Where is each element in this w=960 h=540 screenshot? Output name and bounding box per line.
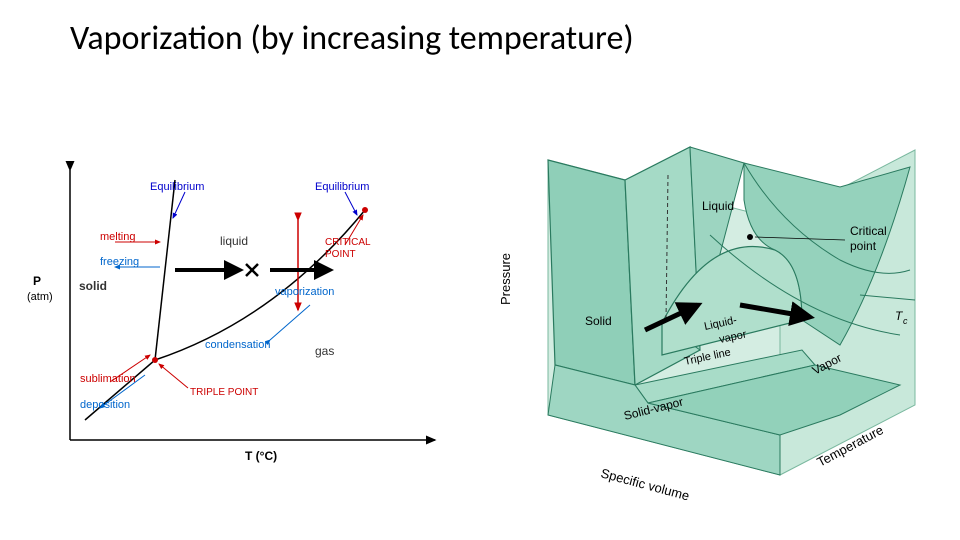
label-liquid: liquid: [220, 234, 248, 248]
label-sublimation: sublimation: [80, 373, 136, 385]
y-axis-unit: (atm): [27, 291, 53, 303]
label-vaporization: vaporization: [275, 286, 334, 298]
label-melting: melting: [100, 231, 135, 243]
label-critical-3d-1: Critical: [850, 224, 887, 238]
label-critical-1: CRITICAL: [325, 237, 371, 248]
pressure-axis-label: Pressure: [498, 253, 513, 305]
x-axis-label: T (°C): [245, 449, 277, 463]
label-gas: gas: [315, 344, 334, 358]
label-solid-3d: Solid: [585, 314, 612, 328]
equilibrium-arrow-1: [173, 192, 185, 218]
phase-diagram-2d: P (atm) T (°C) Equilibrium Equilibrium m…: [25, 150, 455, 470]
label-critical-3d-2: point: [850, 239, 877, 253]
label-equilibrium-2: Equilibrium: [315, 181, 369, 193]
triple-point-dot: [152, 357, 158, 363]
label-critical-2: POINT: [325, 249, 356, 260]
x-marker: [246, 264, 258, 276]
label-solid: solid: [79, 279, 107, 293]
label-liquid-3d: Liquid: [702, 199, 734, 213]
condensation-arrow: [270, 305, 310, 340]
label-triple: TRIPLE POINT: [190, 387, 258, 398]
label-equilibrium-1: Equilibrium: [150, 181, 204, 193]
critical-point-dot: [362, 207, 368, 213]
phase-diagram-3d: Pressure Specific volume Temperature Sol…: [480, 105, 940, 505]
volume-axis-label: Specific volume: [599, 465, 691, 503]
label-deposition: deposition: [80, 399, 130, 411]
solid-surface: [548, 160, 635, 385]
vaporization-curve: [155, 210, 365, 360]
sublimation-curve: [85, 360, 155, 420]
page-title: Vaporization (by increasing temperature): [70, 18, 634, 59]
equilibrium-arrow-2: [345, 192, 357, 215]
critical-point-3d: [747, 234, 753, 240]
label-freezing: freezing: [100, 256, 139, 268]
fusion-curve: [155, 180, 175, 360]
label-condensation: condensation: [205, 339, 270, 351]
y-axis-label: P: [33, 274, 41, 288]
label-tc-sub: c: [903, 316, 908, 326]
triple-point-arrow: [159, 364, 188, 388]
